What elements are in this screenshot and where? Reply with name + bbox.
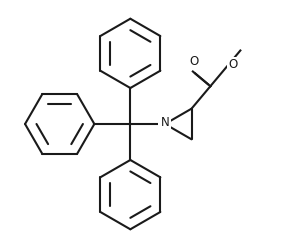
Text: O: O <box>229 58 238 71</box>
Text: N: N <box>161 116 169 129</box>
Text: O: O <box>189 55 199 68</box>
